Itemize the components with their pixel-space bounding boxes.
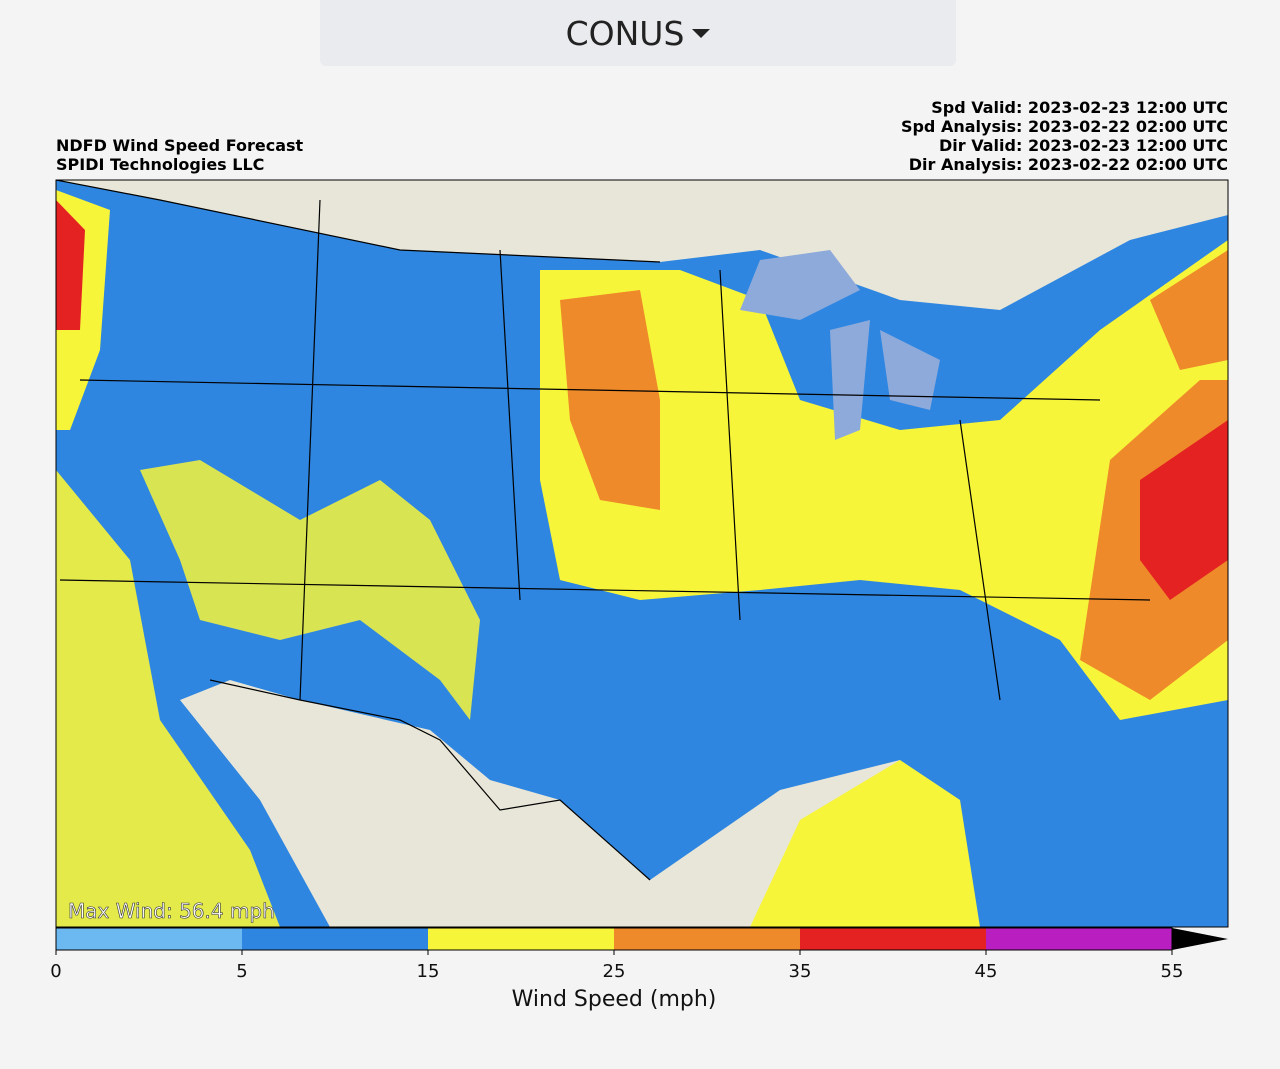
- colorbar-tick-label: 45: [975, 961, 998, 982]
- colorbar-bin: [56, 928, 242, 950]
- colorbar-tick-label: 15: [417, 961, 440, 982]
- map-frame: [55, 179, 1229, 928]
- valid-line: Spd Analysis: 2023-02-22 02:00 UTC: [901, 117, 1228, 136]
- colorbar-bin: [986, 928, 1172, 950]
- colorbar-extend: [1172, 928, 1228, 950]
- dropdown-label[interactable]: CONUS: [565, 13, 685, 53]
- colorbar-bin: [800, 928, 986, 950]
- colorbar-label: Wind Speed (mph): [512, 987, 717, 1012]
- caret[interactable]: [692, 28, 711, 38]
- colorbar-bin: [428, 928, 614, 950]
- colorbar-tick-label: 35: [789, 961, 812, 982]
- colorbar: 0 5 15 25 35 45 55: [50, 927, 1228, 982]
- colorbar-bin: [242, 928, 428, 950]
- colorbar-bin: [614, 928, 800, 950]
- max-wind-annotation: Max Wind: 56.4 mph: [68, 899, 275, 923]
- colorbar-tick-label: 25: [603, 961, 626, 982]
- valid-line: Dir Analysis: 2023-02-22 02:00 UTC: [909, 155, 1228, 174]
- map: Max Wind: 56.4 mph: [56, 180, 1228, 927]
- title: NDFD Wind Speed Forecast: [56, 136, 304, 155]
- source: SPIDI Technologies LLC: [56, 155, 264, 174]
- colorbar-tick-label: 55: [1161, 961, 1184, 982]
- region-dropdown[interactable]: CONUS: [320, 0, 956, 66]
- valid-line: Dir Valid: 2023-02-23 12:00 UTC: [939, 136, 1228, 155]
- valid-line: Spd Valid: 2023-02-23 12:00 UTC: [931, 98, 1228, 117]
- colorbar-tick-label: 0: [50, 961, 61, 982]
- colorbar-tick-label: 5: [236, 961, 247, 982]
